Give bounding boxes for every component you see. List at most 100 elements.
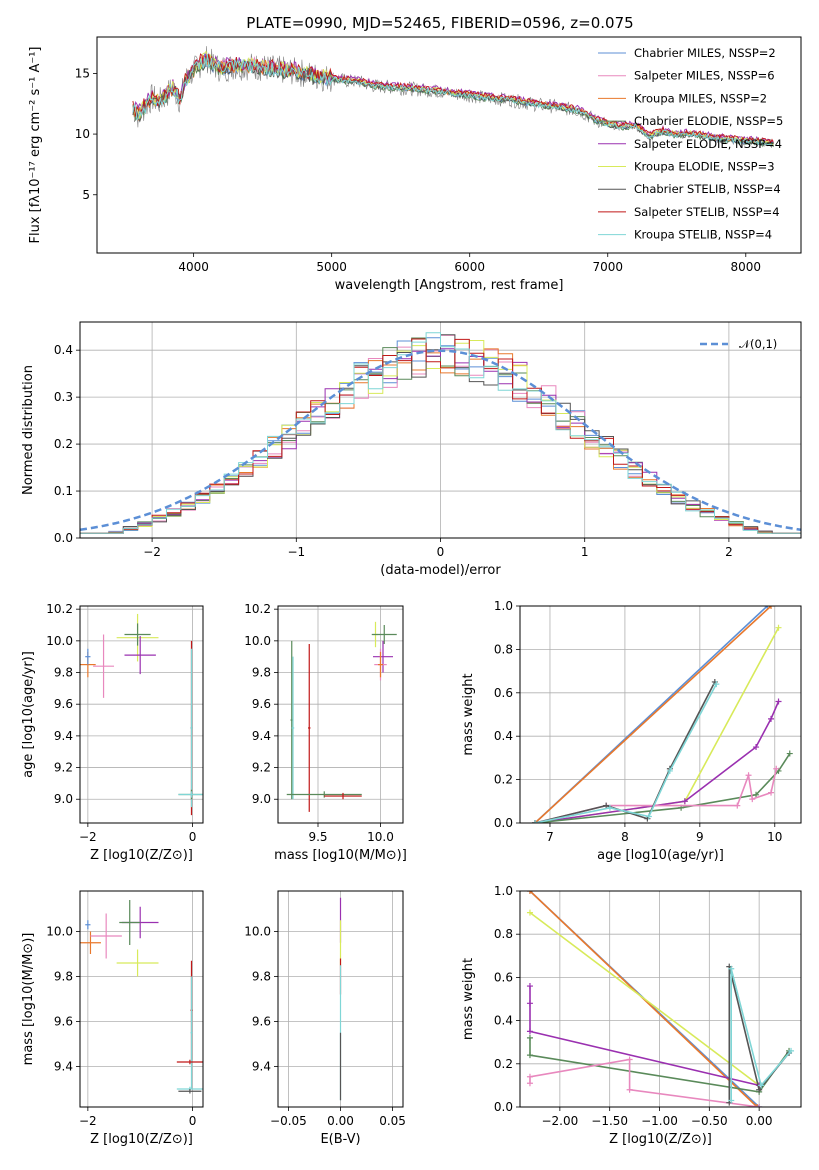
x-tick-label: 10.0 (367, 830, 394, 844)
x-tick-label: 0 (189, 830, 197, 844)
spectrum-marks (132, 46, 774, 148)
mass-weight-marker (645, 813, 652, 820)
residual-histogram (80, 332, 801, 534)
mass-weight-marker (526, 983, 533, 990)
x-tick-label: 8000 (731, 260, 762, 274)
x-axis-label: Z [log10(Z/Z⊙)] (90, 1132, 193, 1147)
age-vs-Z-plot-area (80, 606, 203, 823)
mass-weight-marker (773, 765, 780, 772)
massweight-vs-Z-panel: −2.00 −1.50 −1.00 −0.50 0.00 0.0 0.2 0.4 0.6 0.8 1… (461, 884, 802, 1147)
legend-entry: Chabrier ELODIE, NSSP=5 (634, 114, 783, 128)
mass-weight-marker (786, 750, 793, 757)
y-tick-label: 0.8 (494, 927, 513, 941)
mass-weight-marker (756, 1104, 763, 1107)
y-tick-label: 9.4 (54, 1060, 73, 1074)
y-axis-label: mass weight (461, 958, 476, 1040)
age-vs-mass-frame (277, 605, 404, 824)
y-tick-label: 9.4 (252, 1060, 271, 1074)
x-axis-label: wavelength [Angstrom, rest frame] (335, 278, 564, 293)
mass-weight-marker (526, 1052, 533, 1059)
y-tick-label: 15 (75, 66, 90, 80)
mass-weight-marker (775, 698, 782, 705)
mass-weight-marker (753, 744, 760, 751)
errorbar-point (124, 623, 151, 646)
y-tick-label: 9.8 (54, 666, 73, 680)
y-tick-label: 0.4 (54, 343, 73, 357)
age-vs-Z-frame (79, 605, 204, 824)
x-tick-label: −2 (143, 545, 161, 559)
y-tick-label: 0.1 (54, 484, 73, 498)
y-tick-label: 0.6 (494, 686, 513, 700)
errorbar-point (124, 636, 156, 675)
legend-entry: Salpeter MILES, NSSP=6 (634, 69, 775, 83)
x-tick-label: 7 (546, 830, 554, 844)
x-tick-label: −1 (287, 545, 305, 559)
mass-weight-marker (768, 715, 775, 722)
age-vs-mass-panel: 9.5 10.0 9.0 9.2 9.4 9.6 9.8 10.0 10.2 mass [log1… (244, 602, 407, 863)
y-tick-label: 10.2 (244, 602, 271, 616)
residuals-marks (80, 332, 801, 534)
x-tick-label: 4000 (178, 260, 209, 274)
mass-weight-line (529, 911, 760, 1087)
figure-title: PLATE=0990, MJD=52465, FIBERID=0596, z=0… (246, 14, 633, 32)
spectrum-plot-area (97, 37, 801, 253)
mass-weight-line (730, 968, 792, 1101)
mass-vs-EBV-frame (277, 890, 404, 1108)
legend-entry: 𝒩(0,1) (739, 337, 777, 351)
x-axis-label: age [log10(age/yr)] (597, 848, 724, 863)
errorbar-point (85, 920, 91, 930)
x-tick-label: 9 (696, 830, 704, 844)
mass-vs-Z-plot-area (80, 891, 203, 1107)
y-tick-label: 9.0 (252, 792, 271, 806)
mass-weight-marker (745, 772, 752, 779)
spectrum-panel: 4000 5000 6000 7000 8000 5 10 15 wavelength [Ang… (28, 36, 802, 293)
y-tick-label: 0.0 (494, 816, 513, 830)
y-tick-label: 9.6 (252, 1015, 271, 1029)
y-tick-label: 1.0 (494, 599, 513, 613)
errorbar-point (119, 900, 141, 945)
errorbar-point (80, 931, 101, 954)
x-tick-label: 0.05 (379, 1114, 406, 1128)
errorbar-point (178, 791, 203, 798)
mass-weight-line (534, 606, 772, 823)
errorbar-point (378, 651, 383, 678)
massweight-vs-age-frame (519, 605, 802, 824)
mass-weight-marker (756, 1086, 763, 1093)
errorbar-point (308, 644, 311, 812)
x-tick-label: 1 (581, 545, 589, 559)
errorbar-point (190, 648, 193, 808)
x-tick-label: 8 (621, 830, 629, 844)
y-tick-label: 0.0 (54, 531, 73, 545)
y-tick-label: 9.6 (54, 697, 73, 711)
x-tick-label: 0.00 (746, 1114, 773, 1128)
x-tick-label: 10 (767, 830, 782, 844)
mass-weight-marker (626, 1086, 633, 1093)
errorbar-point (371, 625, 397, 645)
mass-weight-marker (526, 1080, 533, 1087)
mass-weight-marker (526, 909, 533, 916)
x-tick-label: 0.00 (327, 1114, 354, 1128)
y-axis-label: Normed distribution (21, 365, 36, 495)
errorbar-point (190, 976, 193, 1089)
mass-weight-marker (526, 1073, 533, 1080)
mass-weight-marker (768, 606, 775, 609)
y-tick-label: 9.8 (252, 666, 271, 680)
mass-weight-marker (758, 1082, 765, 1089)
x-tick-label: 6000 (454, 260, 485, 274)
y-tick-label: 10 (75, 127, 90, 141)
legend-entry: Kroupa ELODIE, NSSP=3 (634, 160, 775, 174)
age-vs-mass-plot-area (278, 606, 403, 823)
age-vs-Z-panel: −2 0 9.0 9.2 9.4 9.6 9.8 10.0 10.2 Z [log10(Z/Z⊙)… (21, 602, 204, 863)
mass-weight-marker (626, 1056, 633, 1063)
y-tick-label: 9.4 (252, 729, 271, 743)
y-tick-label: 1.0 (494, 884, 513, 898)
y-tick-label: 9.4 (54, 729, 73, 743)
mass-weight-marker (606, 804, 613, 811)
mass-weight-marker (526, 891, 533, 894)
x-tick-label: −2 (79, 830, 97, 844)
y-tick-label: 0.3 (54, 390, 73, 404)
y-tick-label: 0.8 (494, 642, 513, 656)
y-axis-label: Flux [fλ10⁻¹⁷ erg cm⁻² s⁻¹ A⁻¹] (28, 47, 43, 244)
model-spectrum-line (132, 52, 774, 144)
